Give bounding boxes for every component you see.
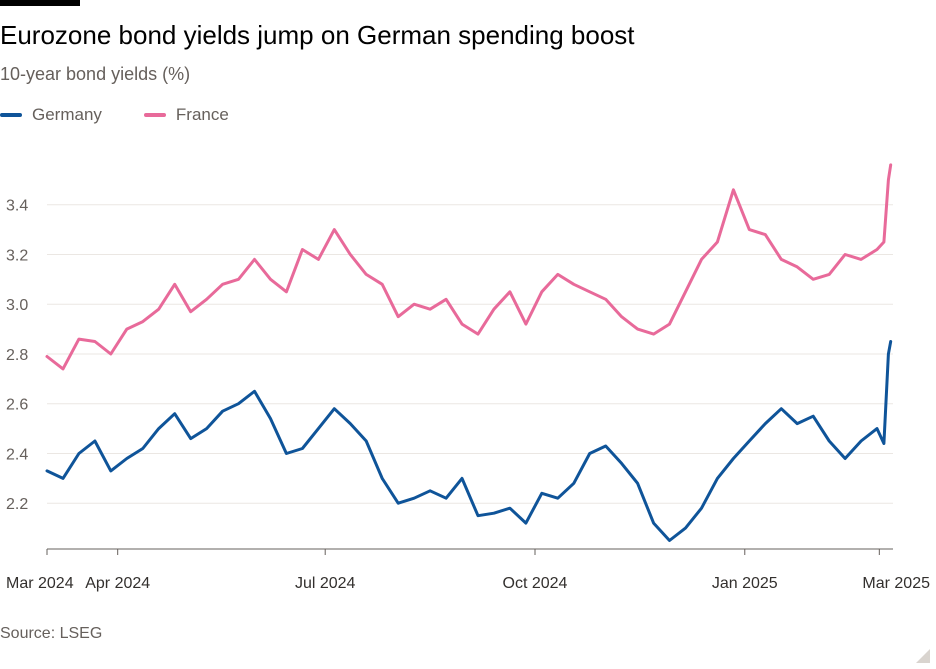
y-tick-label: 2.4 xyxy=(6,446,28,463)
x-tick-label: Apr 2024 xyxy=(85,575,150,592)
legend-item-france: France xyxy=(143,105,229,125)
x-tick-label: Jan 2025 xyxy=(712,575,778,592)
y-tick-label: 2.8 xyxy=(6,347,28,364)
series-line-germany xyxy=(45,340,893,542)
series-lines xyxy=(45,163,893,542)
x-axis: Mar 2024 Apr 2024 Jul 2024 Oct 2024 Jan 2025… xyxy=(6,548,930,592)
gridlines xyxy=(47,204,893,504)
x-tick-label: Mar 2024 xyxy=(6,575,74,592)
y-tick-label: 3.0 xyxy=(6,297,28,314)
x-tick-label: Oct 2024 xyxy=(503,575,568,592)
y-tick-label: 3.2 xyxy=(6,247,28,264)
y-tick-label: 3.4 xyxy=(6,198,28,215)
series-line-france xyxy=(45,163,893,371)
legend-swatch-germany xyxy=(0,113,22,117)
brand-bar xyxy=(0,0,80,6)
source-note: Source: LSEG xyxy=(0,625,103,642)
legend-label-germany: Germany xyxy=(32,105,102,124)
legend-label-france: France xyxy=(175,105,229,124)
chart-title: Eurozone bond yields jump on German spen… xyxy=(0,20,635,50)
legend: Germany France xyxy=(0,105,271,125)
resize-corner-icon xyxy=(916,649,930,663)
legend-item-germany: Germany xyxy=(0,105,102,125)
y-axis-ticks: 2.2 2.4 2.6 2.8 3.0 3.2 3.4 xyxy=(6,198,28,513)
y-tick-label: 2.2 xyxy=(6,496,28,513)
legend-swatch-france xyxy=(143,113,166,117)
x-tick-label: Jul 2024 xyxy=(295,575,356,592)
y-tick-label: 2.6 xyxy=(6,397,28,414)
x-tick-label: Mar 2025 xyxy=(862,575,930,592)
chart-subtitle: 10-year bond yields (%) xyxy=(0,64,191,84)
